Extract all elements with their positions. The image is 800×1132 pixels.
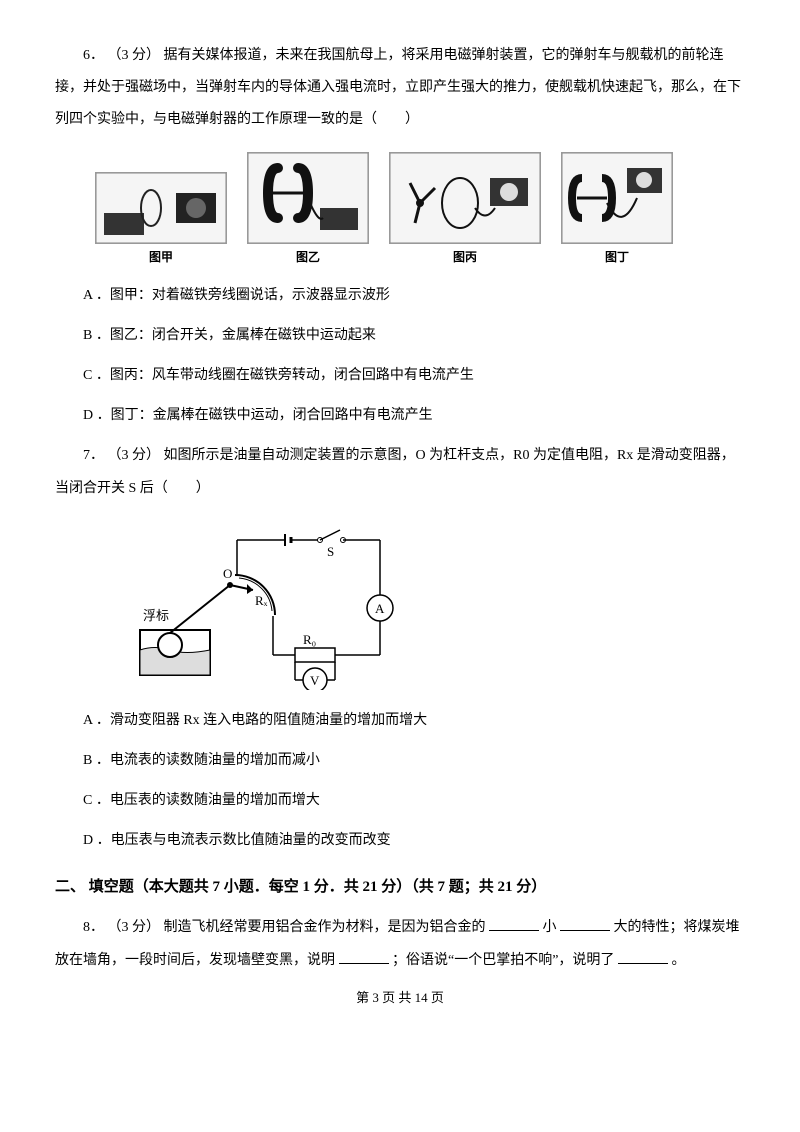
q6-fig-c: 图丙 (389, 152, 541, 265)
q6-figure-row: 图甲 图乙 图丙 (95, 152, 745, 265)
q6-stem: 6． （3 分） 据有关媒体报道，未来在我国航母上，将采用电磁弹射装置，它的弹射… (55, 40, 745, 137)
q7-option-c: C ．电压表的读数随油量的增加而增大 (55, 785, 745, 817)
svg-text:A: A (375, 601, 385, 616)
q8-text-b: 小 (543, 920, 557, 935)
exam-page: { "q6": { "number": "6．", "points": "（3 … (0, 0, 800, 1026)
experiment-b-icon (247, 152, 369, 244)
experiment-c-icon (389, 152, 541, 244)
experiment-a-icon (95, 172, 227, 244)
q7-figure: 浮标 O Rₓ S A (135, 520, 745, 690)
q7-number: 7． (83, 448, 104, 463)
q6-number: 6． (83, 48, 104, 63)
q6-option-a: A ．图甲：对着磁铁旁线圈说话，示波器显示波形 (55, 280, 745, 312)
experiment-d-icon (561, 152, 673, 244)
q6-option-d: D ．图丁：金属棒在磁铁中运动，闭合回路中有电流产生 (55, 400, 745, 432)
q8-stem: 8． （3 分） 制造飞机经常要用铝合金作为材料，是因为铝合金的 小 大的特性；… (55, 912, 745, 976)
q6-fig-d: 图丁 (561, 152, 673, 265)
q6-points: （3 分） (108, 48, 161, 63)
circuit-diagram-icon: 浮标 O Rₓ S A (135, 520, 395, 690)
q8-text-a: 制造飞机经常要用铝合金作为材料，是因为铝合金的 (164, 920, 486, 935)
q8-blank-2[interactable] (560, 916, 610, 931)
q8-blank-3[interactable] (339, 949, 389, 964)
q7-option-a: A ．滑动变阻器 Rx 连入电路的阻值随油量的增加而增大 (55, 705, 745, 737)
page-footer: 第 3 页 共 14 页 (55, 987, 745, 1006)
svg-text:O: O (223, 566, 232, 581)
float-label: 浮标 (143, 608, 169, 623)
q7-points: （3 分） (108, 448, 161, 463)
q6-fig-b: 图乙 (247, 152, 369, 265)
q6-fig-c-caption: 图丙 (453, 248, 477, 265)
q8-text-e: 。 (671, 953, 685, 968)
section-2-title: 二、 填空题（本大题共 7 小题．每空 1 分．共 21 分）（共 7 题；共 … (55, 872, 745, 902)
q8-blank-4[interactable] (618, 949, 668, 964)
q6-fig-a: 图甲 (95, 172, 227, 265)
svg-text:Rₓ: Rₓ (255, 593, 268, 608)
q7-stem: 7． （3 分） 如图所示是油量自动测定装置的示意图，O 为杠杆支点，R0 为定… (55, 440, 745, 504)
q8-points: （3 分） (108, 920, 161, 935)
q8-blank-1[interactable] (489, 916, 539, 931)
q6-fig-d-caption: 图丁 (605, 248, 629, 265)
svg-text:R₀: R₀ (303, 632, 316, 647)
q6-option-b: B ．图乙：闭合开关，金属棒在磁铁中运动起来 (55, 320, 745, 352)
q6-option-c: C ．图丙：风车带动线圈在磁铁旁转动，闭合回路中有电流产生 (55, 360, 745, 392)
q7-option-b: B ．电流表的读数随油量的增加而减小 (55, 745, 745, 777)
q6-fig-a-caption: 图甲 (149, 248, 173, 265)
svg-text:S: S (327, 544, 334, 559)
svg-text:V: V (310, 673, 320, 688)
q8-text-d: ；俗语说“一个巴掌拍不响”，说明了 (392, 953, 614, 968)
q7-option-d: D ．电压表与电流表示数比值随油量的改变而改变 (55, 825, 745, 857)
q6-fig-b-caption: 图乙 (296, 248, 320, 265)
q8-number: 8． (83, 920, 104, 935)
